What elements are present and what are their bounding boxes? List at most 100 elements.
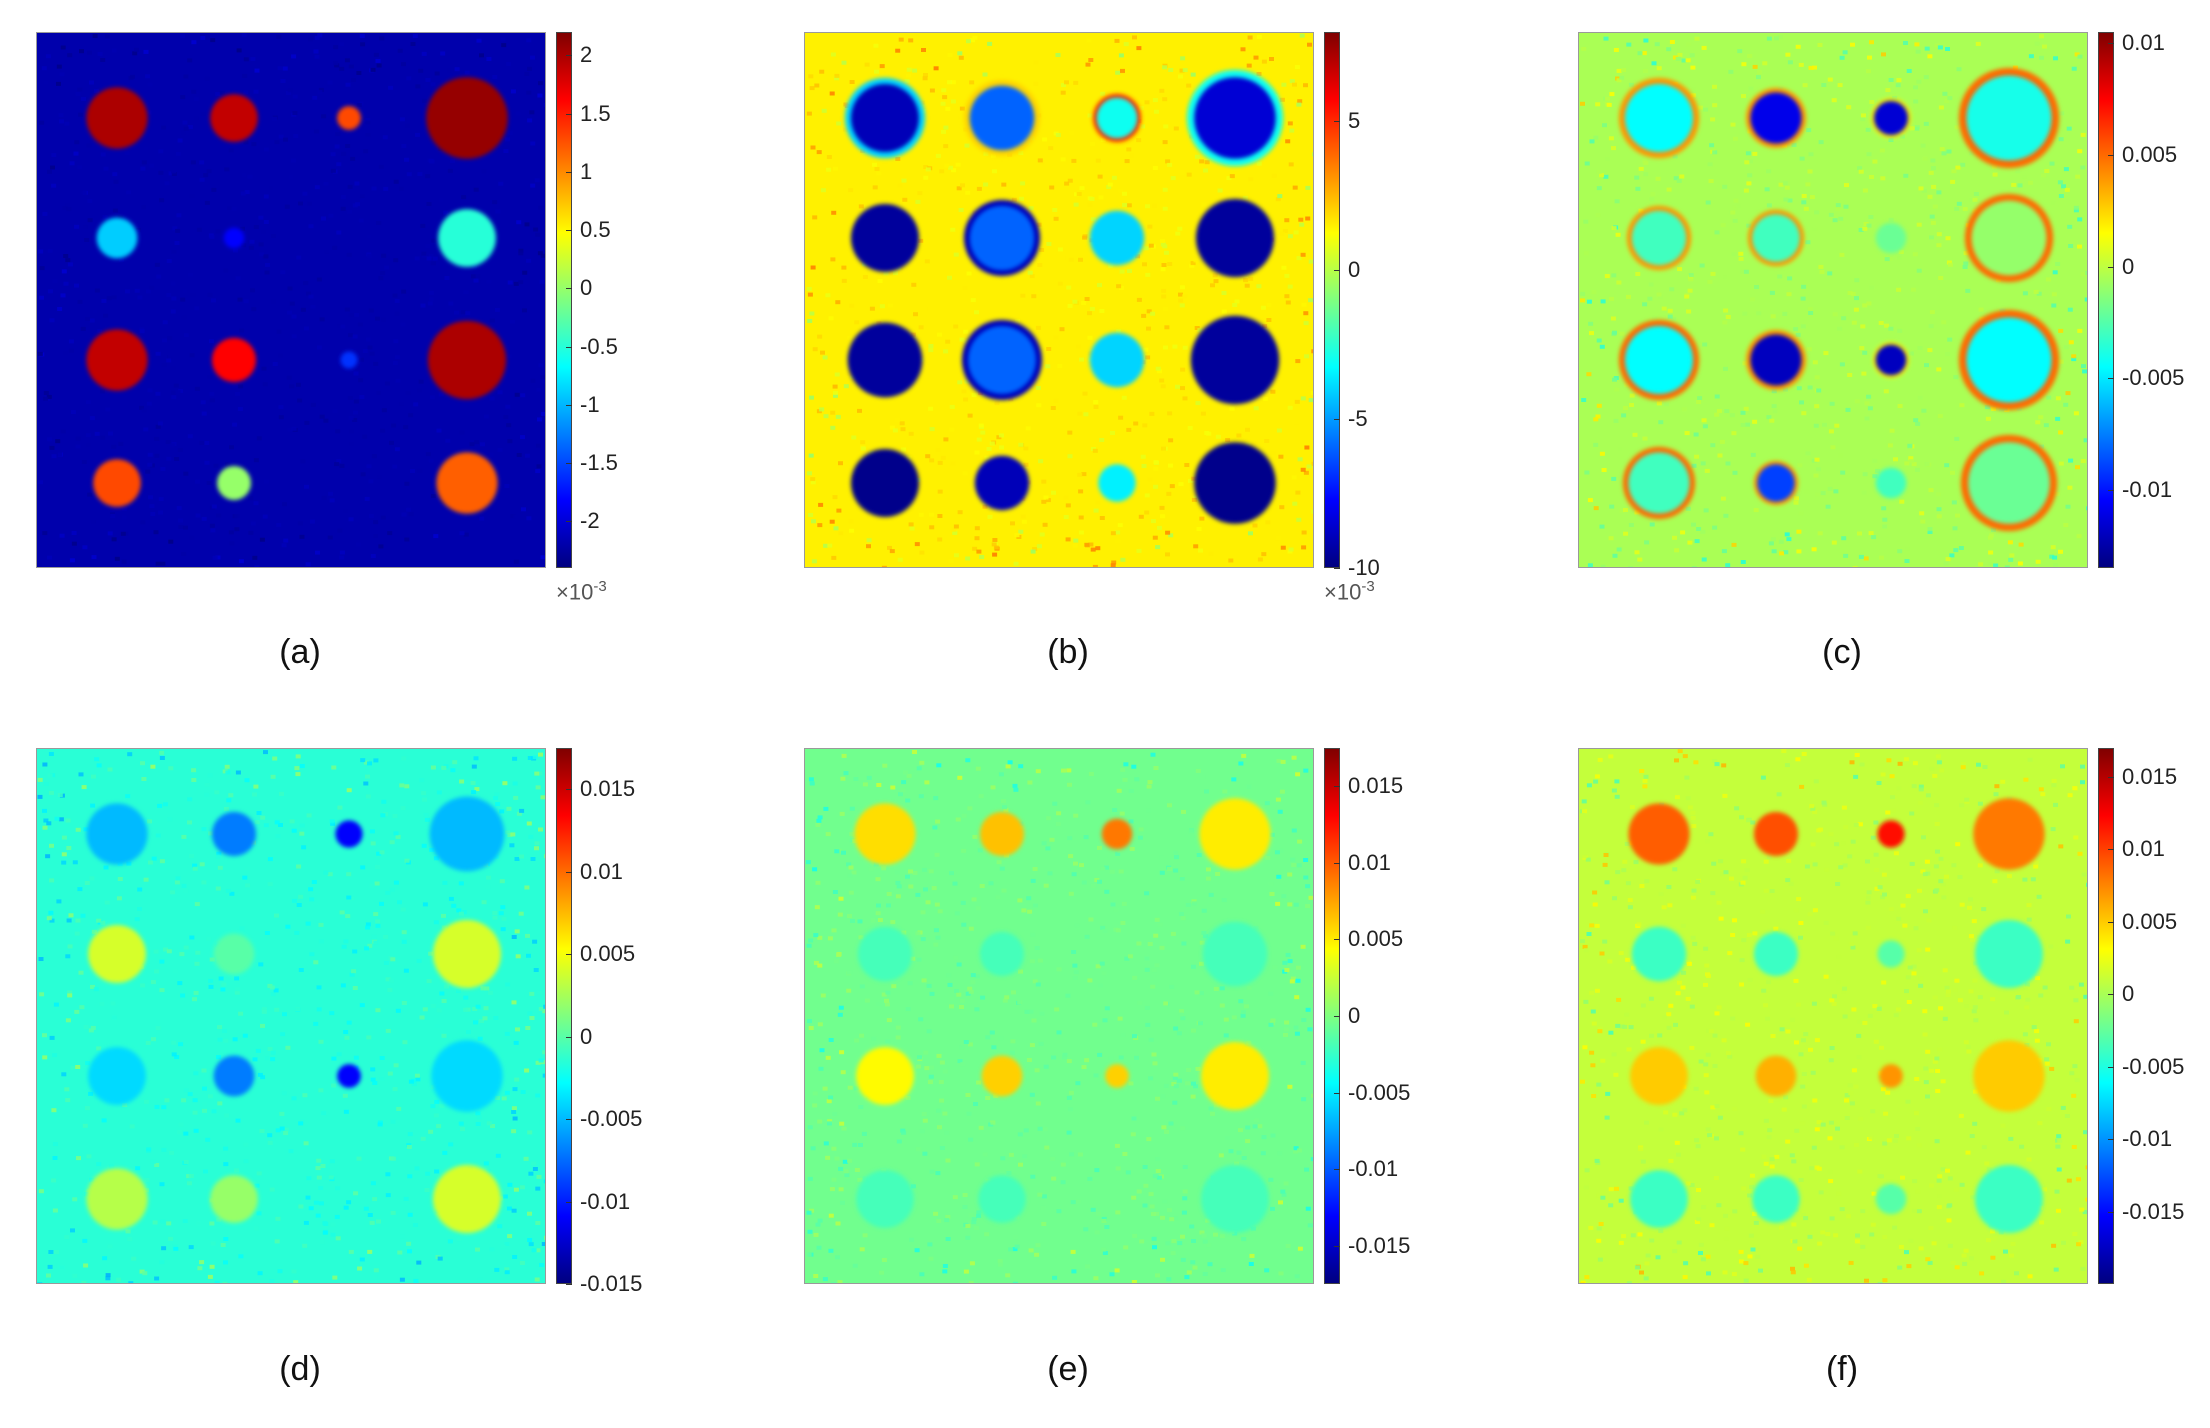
spot-r1-c1 xyxy=(86,803,148,865)
heatmap-canvas xyxy=(805,33,1313,567)
tick-label: -0.005 xyxy=(2122,1053,2185,1079)
exponent-power: -3 xyxy=(593,578,607,595)
spot-r1-c2 xyxy=(211,811,257,857)
panel-label-f: (f) xyxy=(1825,1350,1859,1388)
tick-mark xyxy=(2108,378,2114,380)
spot-r3-c1 xyxy=(1630,1047,1688,1105)
spot-r4-c1 xyxy=(93,459,141,507)
tick-mark xyxy=(1334,786,1340,788)
spot-r2-c3 xyxy=(1089,210,1145,266)
tick-label: -1.5 xyxy=(580,450,618,476)
spot-r4-c1 xyxy=(1628,452,1690,514)
tick-label: 0.015 xyxy=(2122,764,2178,789)
colorbar-ticks: 0.01 0.005 0 -0.005 -0.01 xyxy=(2108,30,2204,568)
panel-c: 0.01 0.005 0 -0.005 -0.01 xyxy=(1578,30,2210,632)
tick-mark xyxy=(566,954,572,956)
spot-r1-c1 xyxy=(86,87,148,149)
tick-label: 0 xyxy=(2122,981,2135,1007)
spot-r3-c1 xyxy=(847,322,923,398)
tick-label: 0.01 xyxy=(1348,849,1391,875)
panel-label-a: (a) xyxy=(279,633,321,671)
spot-r2-c4 xyxy=(438,209,496,267)
spot-r1-c1 xyxy=(854,803,916,865)
spot-r4-c4 xyxy=(1201,1165,1269,1233)
tick-mark xyxy=(2108,777,2114,778)
spot-r1-c4 xyxy=(1973,798,2045,870)
tick-mark xyxy=(566,789,572,791)
tick-label: -0.015 xyxy=(580,1271,643,1296)
spot-r3-c1 xyxy=(856,1047,914,1105)
spot-r1-c4 xyxy=(426,77,508,159)
spot-r4-c1 xyxy=(851,449,919,517)
tick-mark xyxy=(1334,270,1340,272)
panel-label-d: (d) xyxy=(279,1350,321,1388)
spots xyxy=(1628,798,2045,1233)
spot-r1-c4 xyxy=(1199,798,1271,870)
spot-r3-c4 xyxy=(427,320,507,400)
tick-mark xyxy=(2108,489,2114,491)
spot-r4-c2 xyxy=(217,466,251,500)
spot-r2-c1 xyxy=(857,926,913,982)
spot-r4-c2 xyxy=(1757,464,1795,502)
colorbar-d xyxy=(556,748,572,1284)
heatmap-c xyxy=(1578,32,2088,568)
spot-r2-c1 xyxy=(88,925,146,983)
tick-label: -0.01 xyxy=(1348,1156,1399,1182)
tick-mark xyxy=(566,1284,572,1285)
tick-mark xyxy=(566,871,572,873)
spot-r4-c4 xyxy=(433,1165,501,1233)
colorbar-exponent: ×10-3 xyxy=(1324,578,1375,605)
spot-r3-c1 xyxy=(88,1047,146,1105)
tick-label: -0.005 xyxy=(1348,1079,1411,1105)
spot-r3-c4 xyxy=(431,1040,503,1112)
spot-r4-c2 xyxy=(210,1175,258,1223)
heatmap-d xyxy=(36,748,546,1284)
tick-label: 0.015 xyxy=(580,776,636,802)
spot-r2-c4 xyxy=(1971,200,2047,276)
tick-mark xyxy=(566,288,572,290)
tick-label: 0 xyxy=(1348,1003,1361,1028)
spot-r2-c2 xyxy=(979,931,1025,977)
heatmap-canvas xyxy=(37,749,545,1283)
spot-r1-c3 xyxy=(1877,820,1905,848)
panel-label-e: (e) xyxy=(1047,1350,1089,1388)
tick-label: 1.5 xyxy=(580,100,611,126)
spot-r3-c2 xyxy=(1750,334,1802,386)
spot-r1-c3 xyxy=(337,106,361,130)
tick-mark xyxy=(2108,266,2114,268)
spot-r3-c4 xyxy=(1201,1042,1269,1110)
spot-r2-c2 xyxy=(213,933,255,975)
tick-label: 0.005 xyxy=(580,941,636,967)
tick-mark xyxy=(566,463,572,465)
spot-r4-c1 xyxy=(1630,1170,1688,1228)
spot-r2-c4 xyxy=(1195,198,1275,278)
spot-r4-c4 xyxy=(1975,1165,2043,1233)
spot-r4-c4 xyxy=(436,452,498,514)
panel-a: 2 1.5 1 0.5 0 -0.5 -1 -1.5 -2 ×10-3 xyxy=(36,32,676,632)
colorbar-a xyxy=(556,32,572,568)
colorbar-ticks: 5 0 -5 -10 xyxy=(1334,32,1430,580)
tick-mark xyxy=(566,1036,572,1038)
spots xyxy=(1618,67,2060,532)
tick-label: 5 xyxy=(1348,108,1361,134)
noise-speckle xyxy=(37,33,545,567)
panel-label-c: (c) xyxy=(1822,633,1862,671)
spot-r4-c3 xyxy=(1098,464,1136,502)
tick-label: -0.015 xyxy=(1348,1232,1411,1258)
tick-mark xyxy=(1334,1169,1340,1171)
tick-mark xyxy=(2108,1139,2114,1141)
spot-r2-c4 xyxy=(1202,921,1268,987)
spot-r3-c3 xyxy=(337,1064,361,1088)
spot-r2-c1 xyxy=(851,204,919,272)
spot-r3-c2 xyxy=(968,326,1036,394)
spots xyxy=(844,69,1284,524)
colorbar-b xyxy=(1324,32,1340,568)
spot-r3-c3 xyxy=(1875,344,1907,376)
spot-r1-c2 xyxy=(210,94,258,142)
heatmap-b xyxy=(804,32,1314,568)
spot-r2-c2 xyxy=(1752,214,1800,262)
heatmap-a xyxy=(36,32,546,568)
spot-r2-c2 xyxy=(1753,931,1799,977)
tick-label: 0.005 xyxy=(2122,141,2178,167)
